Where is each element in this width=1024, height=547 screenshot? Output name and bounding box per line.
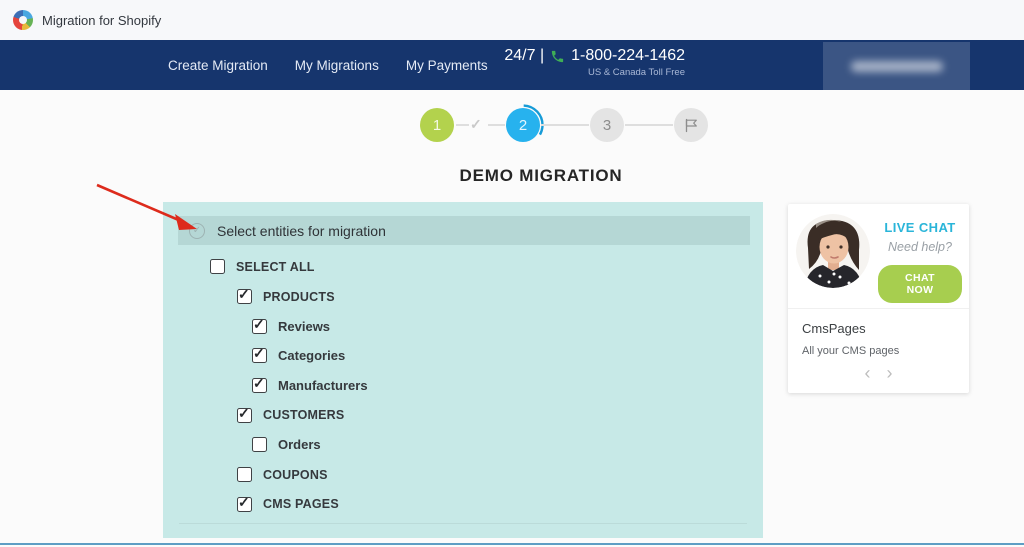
check-icon: ✓ [238, 286, 250, 303]
step-finish[interactable] [674, 108, 708, 142]
entity-label: SELECT ALL [236, 259, 315, 274]
step-1-done[interactable]: 1 [420, 108, 454, 142]
next-arrow-icon[interactable]: › [886, 363, 893, 383]
chat-now-button[interactable]: CHAT NOW [878, 265, 962, 303]
entities-panel: ✓ Select entities for migration ✓ SELECT… [163, 202, 763, 538]
check-circle-icon: ✓ [189, 222, 205, 239]
entity-row-cms-pages: ✓ CMS PAGES [163, 490, 763, 520]
widget-title: CmsPages [802, 321, 866, 336]
checkbox-orders[interactable]: ✓ [252, 437, 267, 453]
step-connector [541, 124, 589, 126]
section-divider [0, 543, 1024, 545]
flag-icon [685, 118, 697, 132]
entity-label: Orders [278, 437, 321, 453]
entity-label: PRODUCTS [263, 289, 335, 304]
support-hours: 24/7 | [504, 47, 545, 64]
step-connector [625, 124, 673, 126]
entity-label: COUPONS [263, 467, 328, 482]
page-title: DEMO MIGRATION [459, 166, 623, 185]
entity-row-categories: ✓ Categories [163, 341, 763, 371]
widget-description: All your CMS pages [802, 345, 900, 357]
checkbox-reviews[interactable]: ✓ [252, 315, 267, 334]
entity-row-orders: ✓ Orders [163, 430, 763, 460]
check-icon: ✓ [253, 375, 265, 392]
support-agent-avatar [796, 214, 870, 288]
support-note: US & Canada Toll Free [588, 67, 685, 78]
step-2-active[interactable]: 2 [506, 108, 540, 142]
step-done-check-icon: ✓ [470, 116, 482, 132]
prev-arrow-icon[interactable]: ‹ [864, 363, 871, 383]
nav-links: Create Migration My Migrations My Paymen… [168, 40, 488, 90]
phone-icon [550, 49, 565, 64]
nav-item-create-migration[interactable]: Create Migration [168, 57, 268, 73]
step-2-progress-ring [502, 104, 544, 146]
entity-label: CUSTOMERS [263, 408, 345, 423]
checkbox-categories[interactable]: ✓ [252, 345, 267, 364]
widget-pager: ‹ › [788, 364, 969, 382]
live-chat-block: LIVE CHAT Need help? CHAT NOW [878, 220, 962, 303]
checkbox-manufacturers[interactable]: ✓ [252, 375, 267, 394]
sidebar-card: LIVE CHAT Need help? CHAT NOW CmsPages A… [788, 204, 969, 393]
check-icon: ✓ [238, 493, 250, 510]
card-divider [788, 308, 969, 309]
checkbox-customers[interactable]: ✓ [237, 404, 252, 423]
checkbox-products[interactable]: ✓ [237, 286, 252, 305]
entity-row-customers: ✓ CUSTOMERS [163, 400, 763, 430]
entity-row-products: ✓ PRODUCTS [163, 282, 763, 312]
checkbox-coupons[interactable]: ✓ [237, 467, 252, 483]
app-logo-icon [13, 10, 33, 30]
entity-row-coupons: ✓ COUPONS [163, 460, 763, 490]
app-title: Migration for Shopify [42, 12, 162, 28]
entity-label: CMS PAGES [263, 497, 339, 512]
main-nav: Create Migration My Migrations My Paymen… [0, 40, 1024, 90]
checkbox-cms-pages[interactable]: ✓ [237, 493, 252, 512]
entity-label: Categories [278, 348, 346, 364]
step-connector [488, 124, 505, 126]
step-3-pending[interactable]: 3 [590, 108, 624, 142]
entity-row-reviews: ✓ Reviews [163, 311, 763, 341]
support-phone-number[interactable]: 1-800-224-1462 [571, 47, 685, 64]
check-icon: ✓ [238, 404, 250, 421]
check-icon: ✓ [253, 345, 265, 362]
check-icon: ✓ [253, 315, 265, 332]
panel-divider [179, 523, 747, 524]
support-block: 24/7 | 1-800-224-1462 US & Canada Toll F… [504, 47, 685, 78]
entity-label: Manufacturers [278, 378, 368, 394]
app-header: Migration for Shopify [0, 0, 1024, 40]
panel-header[interactable]: ✓ Select entities for migration [178, 216, 750, 245]
entity-label: Reviews [278, 318, 331, 334]
user-account-area[interactable] [823, 42, 970, 90]
entity-list: ✓ SELECT ALL ✓ PRODUCTS ✓ Reviews ✓ Cate… [163, 252, 763, 519]
entity-row-select-all: ✓ SELECT ALL [163, 252, 763, 282]
panel-header-label: Select entities for migration [217, 222, 386, 239]
nav-item-my-payments[interactable]: My Payments [405, 57, 488, 73]
live-chat-subtitle: Need help? [888, 240, 952, 254]
checkbox-select-all[interactable]: ✓ [210, 259, 225, 275]
nav-item-my-migrations[interactable]: My Migrations [294, 57, 379, 73]
entity-row-manufacturers: ✓ Manufacturers [163, 371, 763, 401]
live-chat-title: LIVE CHAT [884, 220, 956, 235]
user-name-redacted [851, 61, 943, 72]
step-connector [456, 124, 469, 126]
